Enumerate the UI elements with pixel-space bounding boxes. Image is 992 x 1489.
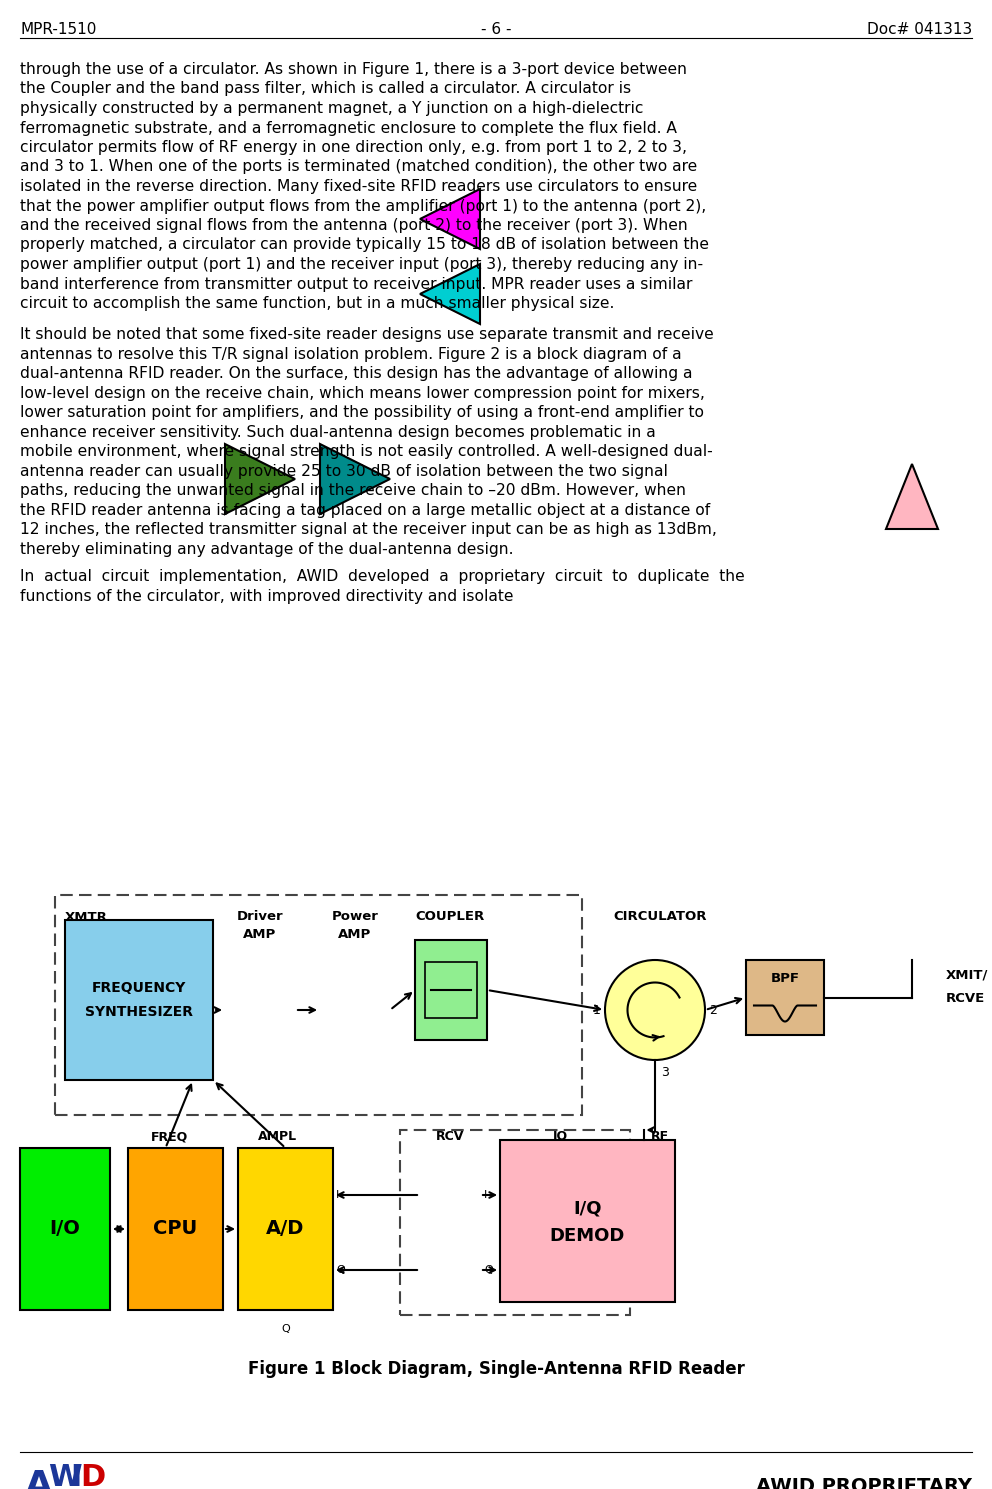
Text: Q: Q — [281, 1324, 290, 1334]
Text: D: D — [80, 1464, 105, 1489]
Bar — [128, 1148, 223, 1310]
Text: Driver: Driver — [237, 910, 284, 923]
Text: Power: Power — [331, 910, 378, 923]
Text: Q: Q — [484, 1266, 493, 1275]
Text: antennas to resolve this T/R signal isolation problem. Figure 2 is a block diagr: antennas to resolve this T/R signal isol… — [20, 347, 682, 362]
Text: functions of the circulator, with improved directivity and isolate: functions of the circulator, with improv… — [20, 588, 514, 603]
Bar — [65, 920, 213, 1080]
Text: XMIT/: XMIT/ — [946, 968, 988, 981]
Text: mobile environment, where signal strength is not easily controlled. A well-desig: mobile environment, where signal strengt… — [20, 444, 712, 459]
Text: paths, reducing the unwanted signal in the receive chain to –20 dBm. However, wh: paths, reducing the unwanted signal in t… — [20, 484, 686, 499]
Text: IO: IO — [553, 1130, 567, 1144]
Text: circulator permits flow of RF energy in one direction only, e.g. from port 1 to : circulator permits flow of RF energy in … — [20, 140, 687, 155]
Text: 1: 1 — [593, 1004, 601, 1017]
Polygon shape — [320, 444, 390, 514]
Circle shape — [605, 960, 705, 1060]
Text: I: I — [70, 1464, 81, 1489]
Text: BPF: BPF — [771, 972, 800, 986]
Text: Doc# 041313: Doc# 041313 — [867, 22, 972, 37]
Text: Q: Q — [336, 1266, 345, 1275]
Text: AMP: AMP — [338, 928, 372, 941]
Bar — [400, 1130, 630, 1315]
Text: power amplifier output (port 1) and the receiver input (port 3), thereby reducin: power amplifier output (port 1) and the … — [20, 258, 703, 272]
Text: DEMOD: DEMOD — [550, 1227, 625, 1245]
Polygon shape — [886, 465, 938, 529]
Polygon shape — [420, 189, 480, 249]
Text: through the use of a circulator. As shown in Figure 1, there is a 3-port device : through the use of a circulator. As show… — [20, 63, 687, 77]
Text: CIRCULATOR: CIRCULATOR — [613, 910, 706, 923]
Text: dual-antenna RFID reader. On the surface, this design has the advantage of allow: dual-antenna RFID reader. On the surface… — [20, 366, 692, 381]
Text: I/O: I/O — [50, 1219, 80, 1239]
Bar — [425, 962, 477, 1018]
Text: that the power amplifier output flows from the amplifier (port 1) to the antenna: that the power amplifier output flows fr… — [20, 198, 706, 213]
Text: XMTR: XMTR — [65, 911, 108, 925]
Bar — [500, 1141, 675, 1301]
Text: RF: RF — [651, 1130, 669, 1144]
Text: RCV: RCV — [435, 1130, 464, 1144]
Text: and the received signal flows from the antenna (port 2) to the receiver (port 3): and the received signal flows from the a… — [20, 217, 687, 232]
Polygon shape — [420, 264, 480, 325]
Text: CPU: CPU — [154, 1219, 197, 1239]
Text: - 6 -: - 6 - — [481, 22, 511, 37]
Text: In  actual  circuit  implementation,  AWID  developed  a  proprietary  circuit  : In actual circuit implementation, AWID d… — [20, 569, 745, 584]
Text: W: W — [48, 1464, 81, 1489]
Text: and 3 to 1. When one of the ports is terminated (matched condition), the other t: and 3 to 1. When one of the ports is ter… — [20, 159, 697, 174]
Bar — [746, 960, 824, 1035]
Text: 12 inches, the reflected transmitter signal at the receiver input can be as high: 12 inches, the reflected transmitter sig… — [20, 523, 717, 538]
Text: Figure 1 Block Diagram, Single-Antenna RFID Reader: Figure 1 Block Diagram, Single-Antenna R… — [248, 1359, 744, 1377]
Bar — [20, 1148, 110, 1310]
Text: the RFID reader antenna is facing a tag placed on a large metallic object at a d: the RFID reader antenna is facing a tag … — [20, 503, 710, 518]
Text: low-level design on the receive chain, which means lower compression point for m: low-level design on the receive chain, w… — [20, 386, 705, 401]
Bar — [238, 1148, 333, 1310]
Text: FREQ: FREQ — [152, 1130, 188, 1144]
Text: ferromagnetic substrate, and a ferromagnetic enclosure to complete the flux fiel: ferromagnetic substrate, and a ferromagn… — [20, 121, 677, 135]
Text: 2: 2 — [709, 1004, 717, 1017]
Text: SYNTHESIZER: SYNTHESIZER — [85, 1005, 193, 1018]
Bar — [55, 895, 582, 1115]
Text: band interference from transmitter output to receiver input. MPR reader uses a s: band interference from transmitter outpu… — [20, 277, 692, 292]
Text: A: A — [25, 1470, 53, 1489]
Text: I: I — [336, 1190, 339, 1200]
Text: lower saturation point for amplifiers, and the possibility of using a front-end : lower saturation point for amplifiers, a… — [20, 405, 704, 420]
Text: MPR-1510: MPR-1510 — [20, 22, 96, 37]
Text: enhance receiver sensitivity. Such dual-antenna design becomes problematic in a: enhance receiver sensitivity. Such dual-… — [20, 424, 656, 439]
Text: properly matched, a circulator can provide typically 15 to 18 dB of isolation be: properly matched, a circulator can provi… — [20, 238, 709, 253]
Text: A/D: A/D — [266, 1219, 305, 1239]
Text: 3: 3 — [661, 1066, 669, 1078]
Text: I/Q: I/Q — [573, 1200, 602, 1218]
Text: isolated in the reverse direction. Many fixed-site RFID readers use circulators : isolated in the reverse direction. Many … — [20, 179, 697, 194]
Polygon shape — [225, 444, 295, 514]
Text: AMP: AMP — [243, 928, 277, 941]
Text: RCVE: RCVE — [946, 992, 985, 1005]
Text: AMPL: AMPL — [259, 1130, 298, 1144]
Text: antenna reader can usually provide 25 to 30 dB of isolation between the two sign: antenna reader can usually provide 25 to… — [20, 463, 668, 478]
Text: I: I — [484, 1190, 487, 1200]
Text: It should be noted that some fixed-site reader designs use separate transmit and: It should be noted that some fixed-site … — [20, 328, 714, 342]
Text: FREQUENCY: FREQUENCY — [92, 981, 186, 995]
Text: COUPLER: COUPLER — [416, 910, 485, 923]
Text: physically constructed by a permanent magnet, a Y junction on a high-dielectric: physically constructed by a permanent ma… — [20, 101, 644, 116]
Text: AWID PROPRIETARY: AWID PROPRIETARY — [756, 1477, 972, 1489]
Text: circuit to accomplish the same function, but in a much smaller physical size.: circuit to accomplish the same function,… — [20, 296, 614, 311]
Text: thereby eliminating any advantage of the dual-antenna design.: thereby eliminating any advantage of the… — [20, 542, 514, 557]
Text: the Coupler and the band pass filter, which is called a circulator. A circulator: the Coupler and the band pass filter, wh… — [20, 82, 631, 97]
Bar — [415, 940, 487, 1039]
